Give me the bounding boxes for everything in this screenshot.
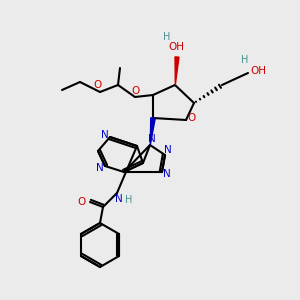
Polygon shape <box>150 118 155 145</box>
Text: N: N <box>163 169 171 179</box>
Text: N: N <box>115 194 123 204</box>
Text: O: O <box>187 113 195 123</box>
Text: N: N <box>164 145 172 155</box>
Text: N: N <box>96 163 104 173</box>
Text: OH: OH <box>168 42 184 52</box>
Text: O: O <box>94 80 102 90</box>
Text: O: O <box>131 86 139 96</box>
Text: H: H <box>163 32 171 42</box>
Text: OH: OH <box>250 66 266 76</box>
Text: N: N <box>148 134 156 144</box>
Polygon shape <box>175 57 179 85</box>
Text: O: O <box>78 197 86 207</box>
Text: H: H <box>241 55 249 65</box>
Text: H: H <box>125 195 133 205</box>
Text: N: N <box>101 130 109 140</box>
